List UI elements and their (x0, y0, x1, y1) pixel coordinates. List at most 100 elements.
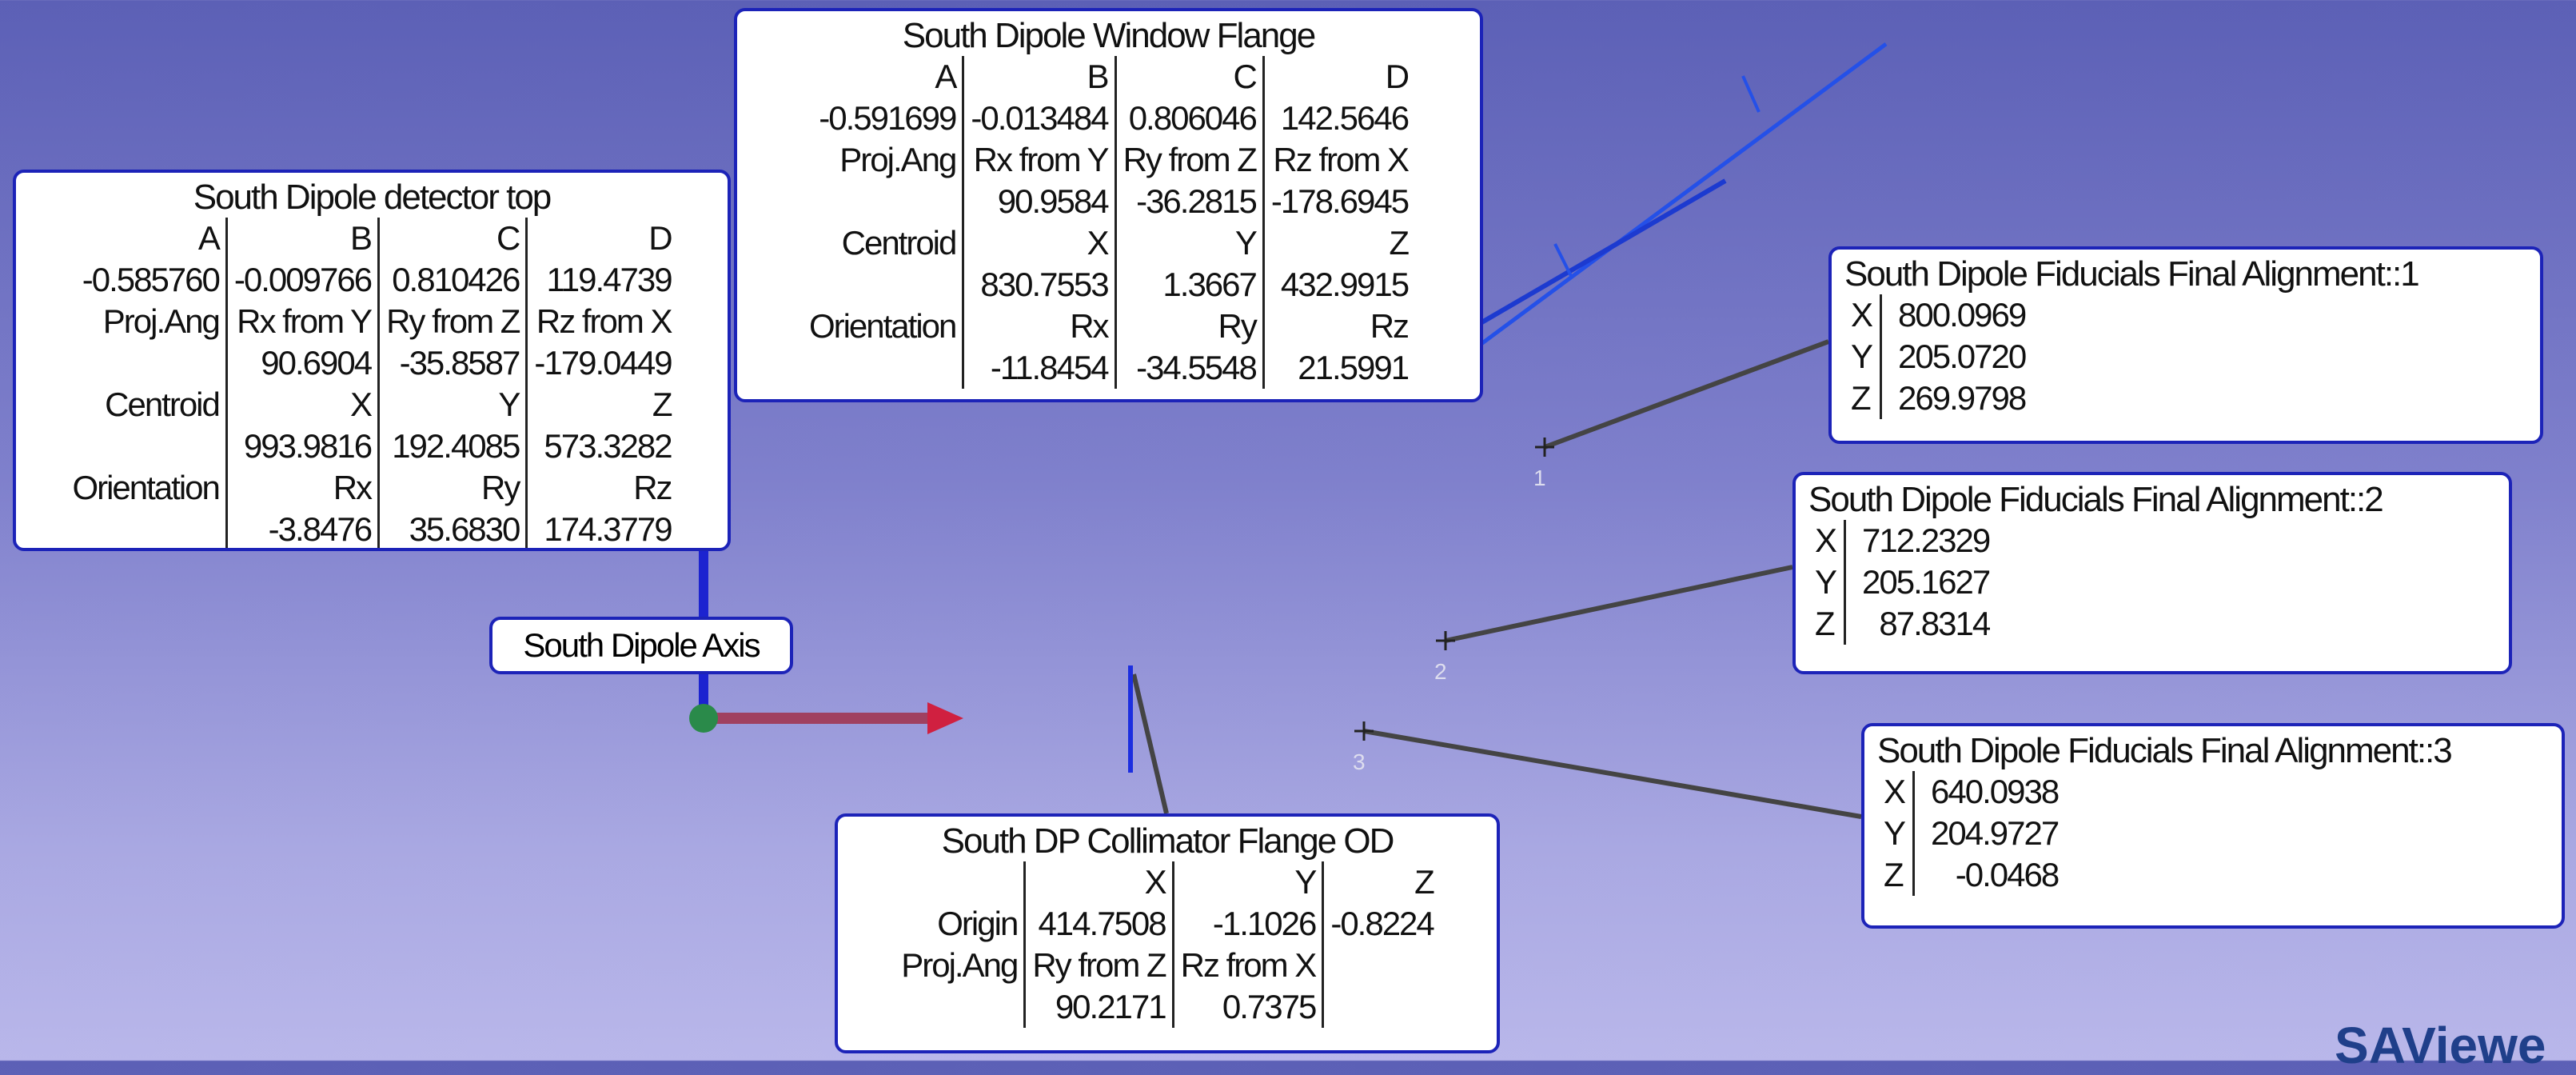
table-cell: Z (1263, 222, 1414, 264)
table-cell: -0.0468 (1914, 854, 2065, 896)
table-row: -11.8454-34.554821.5991 (803, 347, 1414, 389)
table-cell: -34.5548 (1115, 347, 1263, 389)
table-cell: 640.0938 (1914, 771, 2065, 813)
table-cell: 174.3779 (527, 509, 678, 550)
table-cell: 0.7375 (1173, 986, 1323, 1028)
axis-origin (689, 704, 718, 733)
viewer: South Dipole Axis 1 2 3 SAViewe (() => {… (0, 0, 2576, 1061)
table-row: -0.585760-0.0097660.810426119.4739 (66, 259, 677, 301)
table-cell: -11.8454 (963, 347, 1115, 389)
table-cell: 90.6904 (226, 342, 378, 384)
table-cell: Rz from X (1173, 945, 1323, 986)
table-cell: Y (1844, 336, 1881, 378)
table-cell: Y (1173, 861, 1323, 903)
point-label: 1 (1533, 466, 1546, 491)
table-row: 90.9584-36.2815-178.6945 (803, 181, 1414, 222)
table-cell: Rz (1263, 306, 1414, 347)
table-cell (803, 181, 963, 222)
table-cell: Ry from Z (379, 301, 527, 342)
panel-title: South Dipole Window Flange (737, 11, 1480, 56)
table-row: Proj.AngRx from YRy from ZRz from X (66, 301, 677, 342)
table-cell: Rx (963, 306, 1115, 347)
table-cell: -0.591699 (803, 98, 963, 139)
table-cell: Ry from Z (1025, 945, 1173, 986)
table-cell: A (803, 56, 963, 98)
table-cell: 87.8314 (1845, 603, 1996, 645)
table-cell: Rx (226, 467, 378, 509)
table-cell: Centroid (803, 222, 963, 264)
table-cell: 830.7553 (963, 264, 1115, 306)
table-cell: C (379, 218, 527, 259)
panel-title: South DP Collimator Flange OD (838, 817, 1497, 861)
table-cell: 21.5991 (1263, 347, 1414, 389)
table-cell: Rz (527, 467, 678, 509)
table-cell: 414.7508 (1025, 903, 1173, 945)
point-label: 3 (1353, 749, 1366, 775)
point-marker (1354, 721, 1374, 741)
table-cell: 800.0969 (1881, 294, 2032, 336)
table-cell: C (1115, 56, 1263, 98)
table-cell: Z (1323, 861, 1440, 903)
table-cell: -178.6945 (1263, 181, 1414, 222)
table-cell: 0.810426 (379, 259, 527, 301)
table-cell: -0.8224 (1323, 903, 1440, 945)
table-cell: 142.5646 (1263, 98, 1414, 139)
table-row: Y204.9727 (1877, 813, 2064, 854)
table-cell: Y (1808, 561, 1845, 603)
table-cell: Centroid (66, 384, 226, 426)
table-cell (66, 509, 226, 550)
leader-line (1134, 674, 1166, 813)
panel-title: South Dipole Fiducials Final Alignment::… (1796, 475, 2509, 520)
table-cell: X (963, 222, 1115, 264)
table-cell: 1.3667 (1115, 264, 1263, 306)
table-cell: 573.3282 (527, 426, 678, 467)
table-cell: X (226, 384, 378, 426)
table-cell (66, 426, 226, 467)
table-cell: Ry (1115, 306, 1263, 347)
flange-line (1479, 181, 1725, 324)
table-cell (1323, 986, 1440, 1028)
table-cell: Z (1844, 378, 1881, 419)
table-cell: A (66, 218, 226, 259)
table-row: 90.6904-35.8587-179.0449 (66, 342, 677, 384)
axis-label: South Dipole Axis (489, 617, 793, 674)
table-cell: B (963, 56, 1115, 98)
table-cell: Rz from X (527, 301, 678, 342)
info-panel: South Dipole Fiducials Final Alignment::… (1792, 472, 2512, 674)
table-cell: Y (1115, 222, 1263, 264)
table-cell: Origin (895, 903, 1025, 945)
table-cell: X (1025, 861, 1173, 903)
app-name: SAViewe (2335, 1016, 2546, 1075)
panel-table: XYZOrigin414.7508-1.1026-0.8224Proj.AngR… (895, 861, 1440, 1028)
table-cell: -179.0449 (527, 342, 678, 384)
info-panel: South Dipole Fiducials Final Alignment::… (1828, 246, 2543, 444)
table-cell: X (1844, 294, 1881, 336)
table-cell: -0.009766 (226, 259, 378, 301)
table-cell: -1.1026 (1173, 903, 1323, 945)
table-cell: Orientation (803, 306, 963, 347)
table-cell: 90.9584 (963, 181, 1115, 222)
panel-title: South Dipole Fiducials Final Alignment::… (1832, 250, 2540, 294)
panel-title: South Dipole Fiducials Final Alignment::… (1864, 726, 2562, 771)
axis-arrowhead (927, 702, 963, 734)
table-cell: Rz from X (1263, 139, 1414, 181)
table-cell (895, 986, 1025, 1028)
table-cell: 993.9816 (226, 426, 378, 467)
